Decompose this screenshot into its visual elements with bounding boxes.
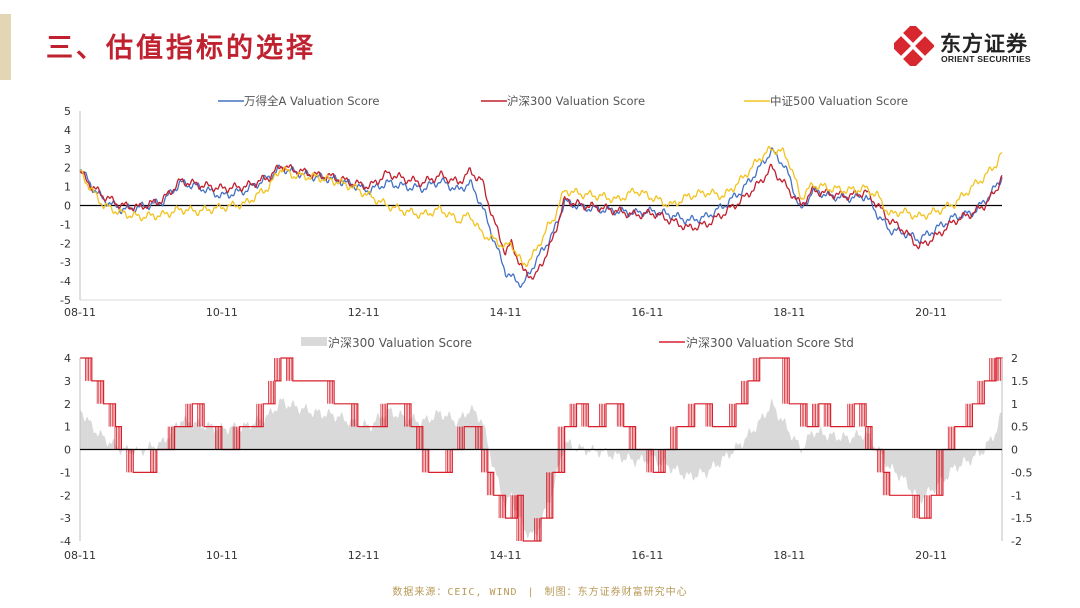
- top-x-tick-label: 16-11: [631, 306, 663, 319]
- bottom-right-y-tick-label: -0.5: [1011, 466, 1032, 479]
- top-y-tick-label: -5: [60, 294, 71, 307]
- top-x-tick-label: 12-11: [348, 306, 380, 319]
- bottom-right-y-tick-label: 2: [1011, 352, 1018, 365]
- top-legend-label: 沪深300 Valuation Score: [507, 94, 645, 108]
- footer-maker: 制图：东方证券财富研究中心: [544, 587, 688, 598]
- top-series-line: [79, 145, 1003, 268]
- logo-name-cn: 东方证券: [940, 32, 1028, 56]
- top-line-chart: 5 4 3 2 1 0 -1 -2 -3 -4 -508-11 10-11 12-11 14-11 16-1…: [60, 94, 1003, 319]
- orient-diamond-logo-icon: [894, 26, 934, 66]
- top-series-line: [79, 163, 1003, 280]
- bottom-right-y-tick-label: 1: [1011, 398, 1018, 411]
- bottom-right-y-tick-label: -1: [1011, 489, 1022, 502]
- top-y-tick-label: 1: [64, 181, 71, 194]
- top-y-tick-label: -4: [60, 275, 71, 288]
- bottom-left-y-tick-label: 0: [64, 444, 71, 457]
- top-x-tick-label: 14-11: [490, 306, 522, 319]
- top-y-tick-label: -1: [60, 218, 71, 231]
- top-legend-label: 中证500 Valuation Score: [770, 94, 908, 108]
- bottom-right-y-tick-label: 0.5: [1011, 421, 1029, 434]
- bottom-right-y-tick-label: -2: [1011, 535, 1022, 548]
- top-x-tick-label: 18-11: [773, 306, 805, 319]
- bottom-left-y-tick-label: -3: [60, 512, 71, 525]
- top-y-tick-label: 4: [64, 124, 71, 137]
- bottom-x-tick-label: 18-11: [773, 549, 805, 562]
- top-x-tick-label: 20-11: [915, 306, 947, 319]
- orient-securities-logo: 东方证券 ORIENT SECURITIES: [894, 26, 1054, 66]
- footer-separator: |: [527, 587, 535, 598]
- top-y-tick-label: -3: [60, 256, 71, 269]
- title-accent-bar: [0, 14, 11, 80]
- top-x-tick-label: 10-11: [206, 306, 238, 319]
- bottom-x-tick-label: 20-11: [915, 549, 947, 562]
- logo-name-en: ORIENT SECURITIES: [941, 54, 1031, 64]
- bottom-left-y-tick-label: 1: [64, 421, 71, 434]
- top-y-tick-label: 5: [64, 105, 71, 118]
- bottom-legend-label-area: 沪深300 Valuation Score: [328, 336, 472, 350]
- top-y-tick-label: 0: [64, 200, 71, 213]
- top-series-line: [79, 147, 1003, 289]
- bottom-step-flicker: [85, 358, 1001, 541]
- slide-footer: 数据来源：CEIC, WIND | 制图：东方证券财富研究中心: [0, 583, 1080, 598]
- bottom-legend-label-step: 沪深300 Valuation Score Std: [686, 336, 854, 350]
- top-y-tick-label: 2: [64, 162, 71, 175]
- top-legend-label: 万得全A Valuation Score: [244, 94, 379, 108]
- bottom-x-tick-label: 12-11: [348, 549, 380, 562]
- footer-source: 数据来源：CEIC, WIND: [392, 587, 518, 598]
- bottom-left-y-tick-label: 4: [64, 352, 71, 365]
- bottom-area-step-chart: 4 3 2 1 0 -1 -2 -3 -4 2 1.5 1 0.5 0 -0.5 -1 -1.5 -2 08-11 1…: [60, 336, 1032, 562]
- slide-title: 三、估值指标的选择: [46, 33, 316, 64]
- bottom-left-y-tick-label: -4: [60, 535, 71, 548]
- bottom-right-y-tick-label: -1.5: [1011, 512, 1032, 525]
- bottom-left-y-tick-label: -2: [60, 489, 71, 502]
- bottom-area-series: [80, 398, 1002, 538]
- bottom-x-tick-label: 08-11: [64, 549, 96, 562]
- bottom-left-y-tick-label: -1: [60, 466, 71, 479]
- bottom-legend-swatch-area: [301, 337, 327, 346]
- bottom-right-y-tick-label: 0: [1011, 444, 1018, 457]
- bottom-right-y-tick-label: 1.5: [1011, 375, 1029, 388]
- top-y-tick-label: 3: [64, 143, 71, 156]
- bottom-x-tick-label: 14-11: [490, 549, 522, 562]
- bottom-x-tick-label: 10-11: [206, 549, 238, 562]
- bottom-x-tick-label: 16-11: [631, 549, 663, 562]
- bottom-left-y-tick-label: 2: [64, 398, 71, 411]
- top-y-tick-label: -2: [60, 237, 71, 250]
- top-x-tick-label: 08-11: [64, 306, 96, 319]
- bottom-left-y-tick-label: 3: [64, 375, 71, 388]
